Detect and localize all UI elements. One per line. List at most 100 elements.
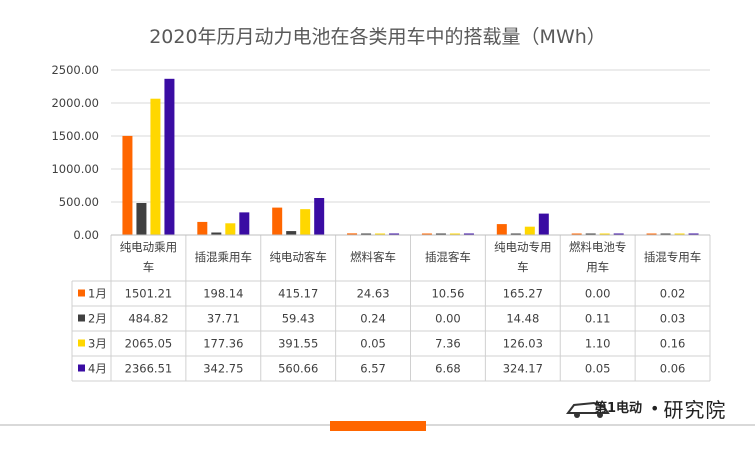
bar <box>421 233 432 235</box>
legend-label: 1月 <box>88 287 107 301</box>
legend-swatch <box>78 339 85 347</box>
bar <box>197 221 208 235</box>
data-label: 0.16 <box>660 337 686 351</box>
y-tick-label: 2000.00 <box>51 96 99 110</box>
data-label: 342.75 <box>203 362 243 376</box>
bar <box>449 233 460 235</box>
data-label: 14.48 <box>506 312 539 326</box>
category-label: 用车 <box>586 260 609 274</box>
bar <box>136 203 147 235</box>
data-label: 1501.21 <box>125 287 173 301</box>
category-label: 插混客车 <box>425 250 471 264</box>
category-label: 车 <box>517 260 529 274</box>
bar <box>524 226 535 235</box>
car-logo-icon: 第1电动 <box>566 400 642 418</box>
data-label: 0.11 <box>585 312 611 326</box>
bar <box>389 233 400 235</box>
brand-logo: 第1电动 • 研究院 <box>564 394 749 422</box>
data-label: 0.06 <box>660 362 686 376</box>
category-label: 插混乘用车 <box>195 250 253 264</box>
logo-text: 第1电动 <box>594 400 642 416</box>
footer-accent-bar <box>330 421 426 431</box>
category-label: 插混专用车 <box>644 250 702 264</box>
data-label: 0.03 <box>660 312 686 326</box>
data-label: 391.55 <box>278 337 318 351</box>
category-label: 燃料电池专 <box>569 240 627 254</box>
legend-swatch <box>78 364 85 372</box>
data-label: 0.05 <box>360 337 386 351</box>
data-label: 6.68 <box>435 362 461 376</box>
bar <box>272 207 283 235</box>
bar <box>510 233 521 235</box>
y-tick-label: 2500.00 <box>51 63 99 77</box>
legend-label: 3月 <box>88 337 107 351</box>
legend-swatch <box>78 314 85 322</box>
bar <box>225 223 236 235</box>
bar <box>646 233 657 235</box>
category-label: 燃料客车 <box>350 250 396 264</box>
data-label: 165.27 <box>503 287 543 301</box>
data-label: 0.02 <box>660 287 686 301</box>
data-label: 6.57 <box>360 362 386 376</box>
gridlines <box>111 69 710 236</box>
data-label: 560.66 <box>278 362 318 376</box>
bar <box>347 233 358 235</box>
category-label: 车 <box>143 260 155 274</box>
bar <box>688 233 699 235</box>
legend-swatch <box>78 289 85 297</box>
data-label: 37.71 <box>207 312 240 326</box>
category-label: 纯电动乘用 <box>120 240 178 254</box>
data-label: 10.56 <box>431 287 464 301</box>
bar <box>435 233 446 235</box>
data-label: 324.17 <box>503 362 543 376</box>
data-label: 415.17 <box>278 287 318 301</box>
data-label: 59.43 <box>282 312 315 326</box>
data-label: 1.10 <box>585 337 611 351</box>
data-label: 0.24 <box>360 312 386 326</box>
data-label: 0.00 <box>435 312 461 326</box>
bar <box>286 231 297 235</box>
y-tick-label: 1500.00 <box>51 129 99 143</box>
data-label: 2366.51 <box>125 362 173 376</box>
legend-label: 2月 <box>88 312 107 326</box>
y-axis: 0.00 500.00 1000.00 1500.00 2000.00 2500.00 <box>51 63 99 242</box>
data-label: 484.82 <box>128 312 168 326</box>
category-label: 纯电动客车 <box>269 250 327 264</box>
data-label: 2065.05 <box>125 337 173 351</box>
data-label: 0.05 <box>585 362 611 376</box>
bar <box>571 233 582 235</box>
bar <box>585 233 596 235</box>
bar <box>599 233 610 235</box>
legend-label: 4月 <box>88 362 107 376</box>
bar <box>361 233 372 235</box>
bar <box>496 224 507 235</box>
data-label: 177.36 <box>203 337 243 351</box>
separator-dot-icon: • <box>650 398 660 418</box>
bar <box>150 98 161 236</box>
bar <box>211 232 222 235</box>
bar <box>613 233 624 235</box>
data-label: 126.03 <box>503 337 543 351</box>
bar <box>314 197 325 235</box>
brand-name: 研究院 <box>663 397 727 422</box>
y-tick-label: 1000.00 <box>51 162 99 176</box>
bar <box>300 209 311 235</box>
bar <box>239 212 250 235</box>
bar <box>660 233 671 235</box>
bar <box>164 78 175 236</box>
data-label: 7.36 <box>435 337 461 351</box>
data-label: 198.14 <box>203 287 243 301</box>
bar <box>538 213 549 235</box>
bar <box>674 233 685 235</box>
data-label: 24.63 <box>357 287 390 301</box>
bar <box>463 233 474 235</box>
category-label: 纯电动专用 <box>494 240 552 254</box>
bar <box>375 233 386 235</box>
y-tick-label: 500.00 <box>59 195 99 209</box>
y-tick-label: 0.00 <box>73 228 99 242</box>
chart-title: 2020年历月动力电池在各类用车中的搭载量（MWh） <box>149 26 606 48</box>
bar <box>122 135 133 235</box>
data-label: 0.00 <box>585 287 611 301</box>
